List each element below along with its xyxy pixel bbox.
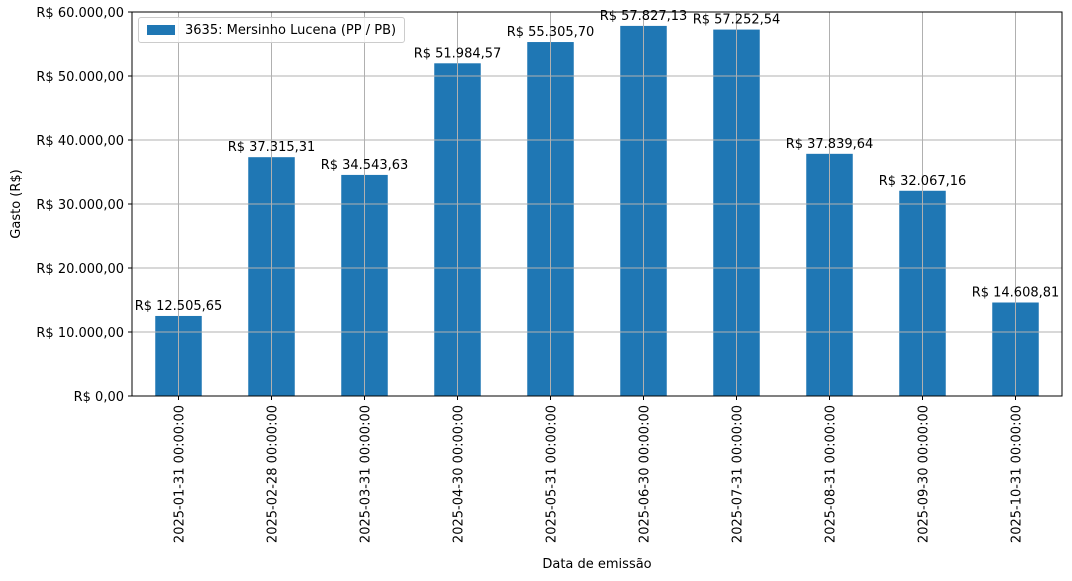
bar-value-label: R$ 37.839,64 (786, 137, 874, 152)
y-tick-label: R$ 60.000,00 (36, 6, 124, 21)
y-tick-label: R$ 0,00 (74, 390, 124, 405)
bars (155, 25, 1039, 397)
bar-value-labels: R$ 12.505,65 R$ 37.315,31 R$ 34.543,63 R$ 5… (135, 9, 1060, 314)
bar-value-label: R$ 57.827,13 (600, 9, 688, 24)
x-tick-label: 2025-10-31 00:00:00 (1010, 405, 1025, 543)
x-tick-label: 2025-03-31 00:00:00 (359, 405, 374, 543)
y-tick-label: R$ 10.000,00 (36, 326, 124, 341)
bar-value-label: R$ 57.252,54 (693, 13, 781, 28)
x-axis-ticks: 2025-01-31 00:00:00 2025-02-28 00:00:00 20… (173, 396, 1025, 543)
y-tick-label: R$ 40.000,00 (36, 134, 124, 149)
bar-value-label: R$ 12.505,65 (135, 299, 223, 314)
y-axis-label: Gasto (R$) (9, 169, 24, 238)
bar-value-label: R$ 14.608,81 (972, 286, 1060, 301)
x-tick-label: 2025-09-30 00:00:00 (917, 405, 932, 543)
y-tick-label: R$ 30.000,00 (36, 198, 124, 213)
x-axis-label: Data de emissão (542, 557, 651, 572)
bar-value-label: R$ 34.543,63 (321, 158, 409, 173)
grid-lines (132, 11, 1062, 397)
bar-value-label: R$ 51.984,57 (414, 46, 502, 61)
x-tick-label: 2025-08-31 00:00:00 (824, 405, 839, 543)
x-tick-label: 2025-07-31 00:00:00 (731, 405, 746, 543)
y-axis-ticks: R$ 0,00 R$ 10.000,00 R$ 20.000,00 R$ 30.000… (36, 6, 132, 405)
x-tick-label: 2025-06-30 00:00:00 (638, 405, 653, 543)
y-tick-label: R$ 20.000,00 (36, 262, 124, 277)
x-tick-label: 2025-05-31 00:00:00 (545, 405, 560, 543)
bar-value-label: R$ 55.305,70 (507, 25, 595, 40)
bar-value-label: R$ 37.315,31 (228, 140, 316, 155)
legend-label: 3635: Mersinho Lucena (PP / PB) (185, 22, 397, 38)
x-tick-label: 2025-01-31 00:00:00 (173, 405, 188, 543)
y-tick-label: R$ 50.000,00 (36, 70, 124, 85)
x-tick-label: 2025-02-28 00:00:00 (266, 405, 281, 543)
legend-swatch (147, 25, 175, 35)
x-tick-label: 2025-04-30 00:00:00 (452, 405, 467, 543)
legend: 3635: Mersinho Lucena (PP / PB) (138, 17, 406, 43)
bar-value-label: R$ 32.067,16 (879, 174, 967, 189)
